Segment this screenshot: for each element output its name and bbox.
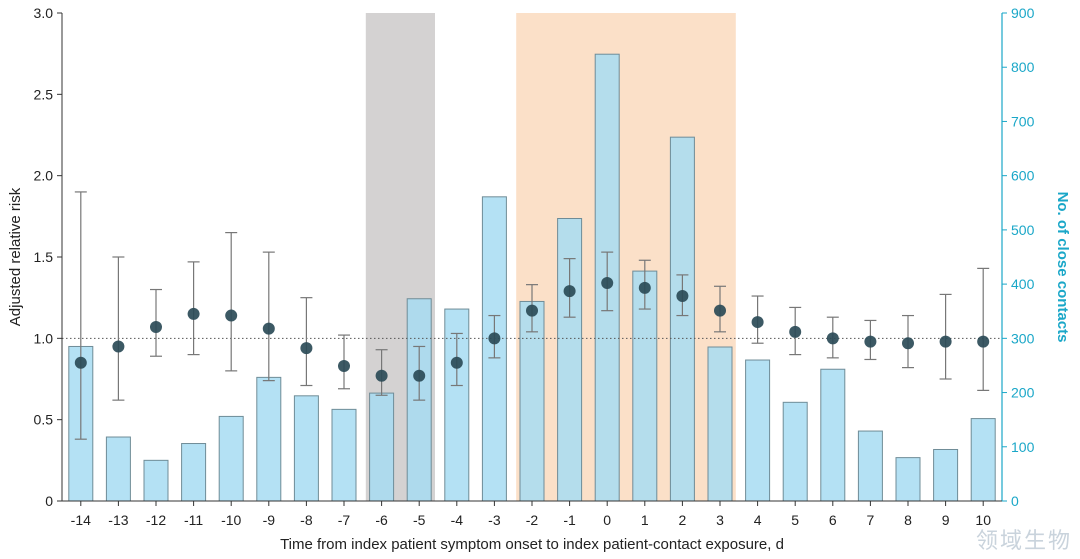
right-tick-label: 400	[1011, 276, 1035, 292]
x-tick-label--10: -10	[221, 512, 241, 528]
point-day-5	[789, 325, 802, 338]
x-tick-label--14: -14	[71, 512, 91, 528]
point-day--8	[300, 342, 313, 355]
x-tick-label--7: -7	[338, 512, 351, 528]
x-tick-label--2: -2	[526, 512, 539, 528]
x-tick-label-6: 6	[829, 512, 837, 528]
shaded-regions	[365, 13, 736, 501]
bar-day-10	[970, 418, 996, 502]
right-tick-label: 100	[1011, 439, 1035, 455]
bar-day--3	[481, 196, 507, 502]
bar-day--8	[293, 395, 319, 502]
bar-day-9	[933, 448, 959, 502]
bar-day-2	[669, 136, 695, 502]
bar-day-3	[707, 346, 733, 502]
bar-day--13	[105, 436, 131, 502]
point-day--1	[563, 285, 576, 298]
x-tick-label--11: -11	[184, 512, 203, 528]
bar-day-5	[782, 401, 808, 502]
x-tick-label-1: 1	[641, 512, 649, 528]
point-day-6	[826, 332, 839, 345]
right-tick-label: 0	[1011, 493, 1019, 509]
bar-day--7	[331, 408, 357, 502]
point-day-0	[601, 277, 614, 290]
point-day--7	[338, 359, 350, 372]
point-day--3	[488, 332, 501, 345]
bar-day--11	[181, 443, 207, 502]
bar-day-8	[895, 457, 921, 502]
left-tick-label: 1.5	[34, 249, 54, 265]
point-day-2	[676, 290, 689, 303]
bar-day--9	[256, 376, 282, 502]
x-tick-label--6: -6	[375, 512, 388, 528]
right-tick-label: 500	[1011, 222, 1035, 238]
point-day--9	[262, 322, 275, 335]
bar-day-4	[745, 359, 771, 502]
x-tick-label-8: 8	[904, 512, 912, 528]
x-tick-label-3: 3	[716, 512, 724, 528]
left-tick-label: 2.0	[34, 168, 54, 184]
bar-day-6	[820, 368, 846, 502]
x-axis-title: Time from index patient symptom onset to…	[280, 536, 784, 553]
point-day-10	[977, 335, 990, 348]
left-tick-label: 1.0	[34, 330, 54, 346]
right-tick-label: 600	[1011, 168, 1035, 184]
point-day--14	[74, 356, 87, 369]
x-tick-label--3: -3	[488, 512, 501, 528]
bar-day--10	[218, 415, 244, 502]
axis-labels: Time from index patient symptom onset to…	[7, 187, 1071, 553]
error-bars	[74, 191, 990, 440]
watermark: 领域生物	[975, 529, 1072, 554]
x-tick-label--5: -5	[413, 512, 426, 528]
point-day--5	[413, 369, 426, 382]
x-tick-label--12: -12	[146, 512, 166, 528]
point-day-3	[714, 304, 726, 317]
x-tick-label--13: -13	[108, 512, 128, 528]
right-tick-label: 700	[1011, 113, 1035, 129]
left-tick-label: 0.5	[34, 412, 54, 428]
x-tick-label--8: -8	[300, 512, 313, 528]
point-day--4	[450, 356, 463, 369]
x-tick-label--1: -1	[563, 512, 576, 528]
point-day--11	[187, 307, 200, 320]
x-tick-label-5: 5	[791, 512, 799, 528]
x-tick-label-7: 7	[867, 512, 875, 528]
right-axis-title: No. of close contacts	[1054, 192, 1071, 343]
point-day-4	[751, 316, 764, 329]
bar-day--12	[143, 459, 169, 502]
bar-day-7	[857, 430, 883, 502]
point-day--10	[225, 309, 238, 322]
axes: 00.51.01.52.02.53.0010020030040050060070…	[34, 5, 1035, 528]
right-tick-label: 200	[1011, 385, 1035, 401]
shaded-region-2	[516, 13, 736, 501]
x-tick-label--9: -9	[263, 512, 276, 528]
x-tick-label-2: 2	[679, 512, 687, 528]
point-day-8	[902, 337, 914, 350]
x-tick-label-9: 9	[942, 512, 950, 528]
point-day--12	[150, 320, 162, 333]
point-day-7	[864, 335, 877, 348]
bar-day--2	[519, 300, 545, 502]
left-tick-label: 0	[45, 493, 53, 509]
x-tick-label--4: -4	[451, 512, 464, 528]
right-tick-label: 800	[1011, 59, 1035, 75]
point-day--6	[375, 369, 388, 382]
point-day-1	[638, 281, 651, 294]
x-tick-label-10: 10	[975, 512, 991, 528]
x-tick-label-0: 0	[603, 512, 611, 528]
left-tick-label: 3.0	[34, 5, 54, 21]
point-day--2	[526, 304, 538, 317]
right-tick-label: 300	[1011, 330, 1035, 346]
left-axis-title: Adjusted relative risk	[7, 187, 24, 326]
x-tick-label-4: 4	[754, 512, 762, 528]
bar-day--6	[369, 392, 395, 502]
left-tick-label: 2.5	[34, 86, 54, 102]
right-tick-label: 900	[1011, 5, 1035, 21]
point-day-9	[939, 335, 952, 348]
point-day--13	[112, 340, 125, 353]
